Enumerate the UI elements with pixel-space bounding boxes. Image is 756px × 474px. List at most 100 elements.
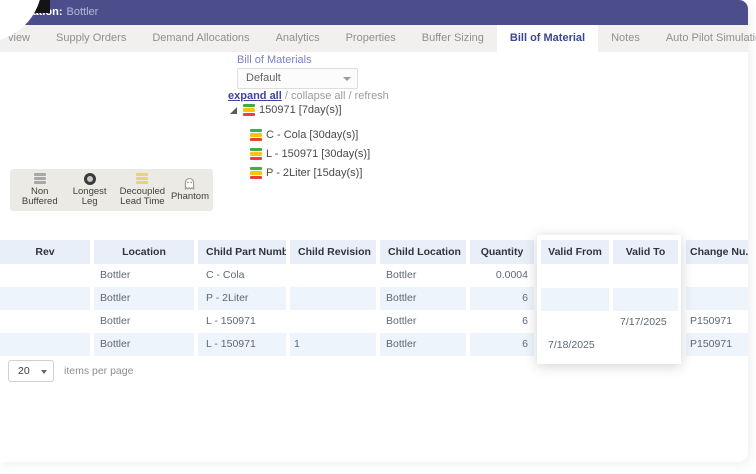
cell-valid-from: [541, 265, 609, 288]
column-header-child-revision[interactable]: Child Revision: [290, 240, 376, 264]
cell-valid-to: [613, 334, 678, 357]
tree-node-label: P - 2Liter [15day(s)]: [266, 167, 363, 179]
cell-quantity: 6: [522, 315, 528, 327]
cell-change-number: [686, 287, 748, 310]
column-header-valid-to[interactable]: Valid To: [613, 240, 678, 264]
column-header-location[interactable]: Location: [94, 240, 194, 264]
cell-valid-to: [613, 288, 678, 311]
legend-label: Non Buffered: [21, 185, 58, 207]
cell-rev: [0, 287, 90, 310]
cell-location: Bottler: [100, 315, 131, 327]
tree-action-links: expand all / collapse all / refresh: [228, 90, 389, 102]
buffer-status-icon: [243, 104, 255, 116]
app-card: Location:Bottler view Supply Orders Dema…: [0, 0, 756, 382]
bom-variant-selected: Default: [246, 72, 281, 84]
bom-variant-dropdown[interactable]: Default: [237, 68, 358, 89]
cell-valid-from: [541, 288, 609, 311]
legend-label: Phantom: [170, 191, 209, 203]
cell-change-number: P150971: [690, 315, 733, 327]
cell-location: Bottler: [100, 269, 131, 281]
tree-node-child[interactable]: L - 150971 [30day(s)]: [250, 148, 370, 160]
tab-demand-allocations[interactable]: Demand Allocations: [152, 32, 250, 44]
page-size-select[interactable]: 20: [8, 360, 54, 382]
table-row[interactable]: Bottler C - Cola Bottler 0.0004: [0, 264, 748, 287]
cell-valid-to: [613, 265, 678, 288]
buffer-legend: Non Buffered Longest Leg Decoupled Lead …: [10, 169, 213, 211]
expand-all-link[interactable]: expand all: [228, 90, 282, 102]
cell-rev: [0, 310, 90, 333]
refresh-link[interactable]: refresh: [354, 90, 389, 102]
tab-notes[interactable]: Notes: [611, 32, 640, 44]
page-size-value: 20: [18, 365, 30, 377]
legend-item-non-buffered: Non Buffered: [14, 172, 66, 208]
cell-child-location: Bottler: [380, 287, 466, 310]
buffer-status-icon: [250, 148, 262, 160]
cell-change-number: [686, 264, 748, 287]
items-per-page-label: items per page: [64, 365, 134, 377]
buffer-status-icon: [250, 167, 262, 179]
location-value: Bottler: [66, 6, 99, 18]
decoupled-lead-time-stack-icon: [136, 172, 149, 185]
tab-overview[interactable]: view: [8, 32, 31, 44]
table-header-row: Rev Location Child Part Number Child Rev…: [0, 240, 748, 264]
tab-bill-of-material[interactable]: Bill of Material: [496, 25, 599, 52]
cell-child-part-number: P - 2Liter: [198, 287, 286, 310]
tab-buffer-sizing[interactable]: Buffer Sizing: [421, 32, 484, 44]
cell-location: Bottler: [94, 287, 194, 310]
table-row[interactable]: Bottler L - 150971 Bottler 6 P150971: [0, 310, 748, 333]
tree-node-label: C - Cola [30day(s)]: [266, 129, 359, 141]
cell-change-number: P150971: [686, 333, 748, 356]
tree-node-label: L - 150971 [30day(s)]: [266, 148, 371, 160]
legend-item-phantom: Phantom: [171, 177, 209, 203]
tree-node-root[interactable]: 150971 [7day(s)]: [230, 104, 342, 116]
table-row[interactable]: Bottler P - 2Liter Bottler 6: [0, 287, 748, 310]
cell-valid-from: [541, 311, 609, 334]
tab-auto-pilot-simulations[interactable]: Auto Pilot Simulations: [665, 32, 756, 44]
cell-rev: [0, 264, 90, 287]
cell-quantity: 6: [470, 333, 534, 356]
cell-child-revision: [290, 310, 376, 333]
legend-label: Decoupled Lead Time: [119, 185, 166, 207]
column-header-child-part-number[interactable]: Child Part Number: [198, 240, 286, 264]
cell-child-location: Bottler: [386, 269, 417, 281]
phantom-ghost-icon: [185, 178, 195, 191]
longest-leg-ring-icon: [83, 172, 96, 185]
chevron-down-icon: [343, 77, 351, 81]
cell-valid-to: 7/17/2025: [620, 316, 667, 328]
cell-rev: [0, 333, 90, 356]
column-header-child-location[interactable]: Child Location: [380, 240, 466, 264]
tab-bar: view Supply Orders Demand Allocations An…: [0, 25, 756, 52]
bom-title: Bill of Materials: [237, 54, 312, 66]
cell-valid-from: 7/18/2025: [548, 339, 595, 351]
link-separator: /: [345, 90, 355, 102]
cell-child-part-number: C - Cola: [206, 269, 245, 281]
buffer-status-icon: [250, 129, 262, 141]
cell-child-location: Bottler: [380, 333, 466, 356]
tree-collapse-icon[interactable]: [230, 106, 237, 114]
location-titlebar: Location:Bottler: [0, 0, 748, 25]
cell-child-revision: [290, 264, 376, 287]
tab-properties[interactable]: Properties: [345, 32, 396, 44]
collapse-all-link[interactable]: collapse all: [290, 90, 346, 102]
tab-supply-orders[interactable]: Supply Orders: [56, 32, 127, 44]
table-row[interactable]: Bottler L - 150971 1 Bottler 6 P150971: [0, 333, 748, 356]
cell-quantity: 6: [470, 287, 534, 310]
column-header-rev[interactable]: Rev: [0, 240, 90, 264]
legend-label: Longest Leg: [72, 185, 107, 207]
tree-node-label: 150971 [7day(s)]: [259, 104, 342, 116]
cell-child-part-number: L - 150971: [198, 333, 286, 356]
column-header-valid-from[interactable]: Valid From: [541, 240, 609, 264]
tab-analytics[interactable]: Analytics: [275, 32, 320, 44]
column-header-quantity[interactable]: Quantity: [470, 240, 534, 264]
cell-child-location: Bottler: [386, 315, 417, 327]
column-header-change-number[interactable]: Change Nu...: [686, 240, 748, 264]
chevron-down-icon: [41, 370, 47, 374]
cell-child-revision: [290, 287, 376, 310]
valid-dates-column-panel[interactable]: Valid From Valid To 7/17/2025 7/18/2025: [537, 235, 681, 364]
tree-node-child[interactable]: C - Cola [30day(s)]: [250, 129, 358, 141]
tree-node-child[interactable]: P - 2Liter [15day(s)]: [250, 167, 362, 179]
cell-location: Bottler: [94, 333, 194, 356]
link-separator: /: [281, 90, 291, 102]
cell-child-part-number: L - 150971: [206, 315, 256, 327]
non-buffered-stack-icon: [33, 172, 46, 185]
